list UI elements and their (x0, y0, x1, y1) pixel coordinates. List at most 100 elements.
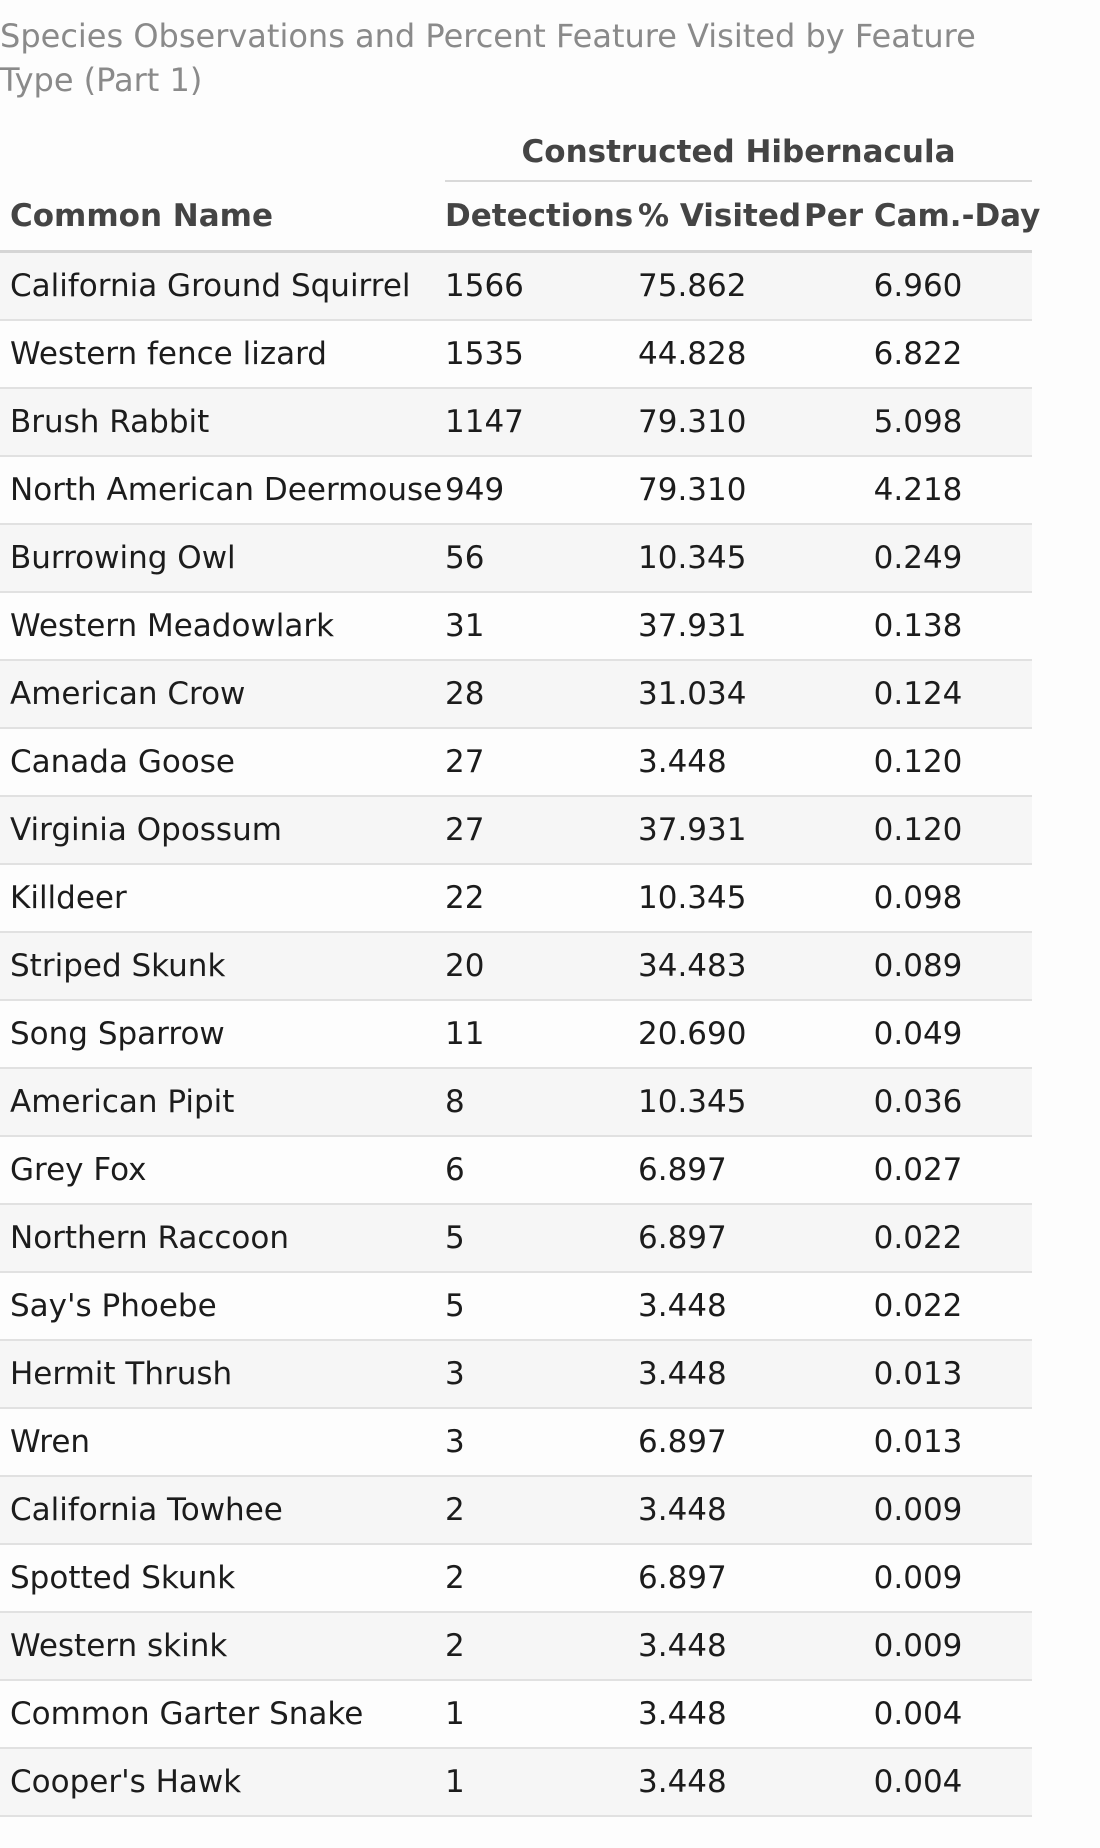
per-cam-day-cell: 0.124 (804, 660, 1033, 729)
spanner-label: Constructed Hibernacula (521, 134, 956, 170)
percent-visited-cell: 79.310 (638, 456, 804, 525)
percent-visited-cell: 10.345 (638, 524, 804, 593)
per-cam-day-cell: 0.120 (804, 796, 1033, 865)
per-cam-day-cell: 0.004 (804, 1748, 1033, 1817)
per-cam-day-cell: 0.249 (804, 524, 1033, 593)
detections-cell: 2 (445, 1476, 638, 1545)
detections-cell: 3 (445, 1408, 638, 1477)
species-name-cell: Killdeer (0, 864, 445, 933)
species-name-cell: American Crow (0, 660, 445, 729)
per-cam-day-cell: 6.960 (804, 251, 1033, 321)
species-name-cell: Brush Rabbit (0, 388, 445, 457)
species-name-cell: Cooper's Hawk (0, 1748, 445, 1817)
table-row: Western Meadowlark 31 37.931 0.138 (0, 592, 1033, 661)
percent-visited-cell: 3.448 (638, 1748, 804, 1817)
table-row: Spotted Skunk 2 6.897 0.009 (0, 1544, 1033, 1613)
species-table: Constructed Hibernacula Common Name Dete… (0, 130, 1040, 1817)
table-row: Striped Skunk 20 34.483 0.089 (0, 932, 1033, 1001)
detections-cell: 5 (445, 1272, 638, 1341)
table-body: California Ground Squirrel 1566 75.862 6.96… (0, 251, 1033, 1817)
spanner-header-row: Constructed Hibernacula (0, 130, 1033, 182)
table-row: Cooper's Hawk 1 3.448 0.004 (0, 1748, 1033, 1817)
species-name-cell: Canada Goose (0, 728, 445, 797)
detections-cell: 2 (445, 1612, 638, 1681)
species-name-cell: American Pipit (0, 1068, 445, 1137)
per-cam-day-cell: 0.120 (804, 728, 1033, 797)
table-row: Western fence lizard 1535 44.828 6.822 (0, 320, 1033, 389)
percent-visited-cell: 3.448 (638, 1680, 804, 1749)
detections-cell: 27 (445, 728, 638, 797)
species-name-cell: Western Meadowlark (0, 592, 445, 661)
detections-cell: 56 (445, 524, 638, 593)
detections-cell: 949 (445, 456, 638, 525)
per-cam-day-cell: 0.013 (804, 1340, 1033, 1409)
table-row: Canada Goose 27 3.448 0.120 (0, 728, 1033, 797)
species-name-cell: Say's Phoebe (0, 1272, 445, 1341)
detections-cell: 8 (445, 1068, 638, 1137)
table-row: Song Sparrow 11 20.690 0.049 (0, 1000, 1033, 1069)
table-row: Western skink 2 3.448 0.009 (0, 1612, 1033, 1681)
species-name-cell: Western fence lizard (0, 320, 445, 389)
detections-cell: 31 (445, 592, 638, 661)
percent-visited-cell: 34.483 (638, 932, 804, 1001)
table-row: California Ground Squirrel 1566 75.862 6.96… (0, 251, 1033, 321)
column-header-row: Common Name Detections % Visited Per Cam… (0, 181, 1040, 253)
table-row: Common Garter Snake 1 3.448 0.004 (0, 1680, 1033, 1749)
per-cam-day-cell: 0.009 (804, 1612, 1033, 1681)
table-row: Northern Raccoon 5 6.897 0.022 (0, 1204, 1033, 1273)
spanner-blank (0, 130, 445, 181)
detections-cell: 1147 (445, 388, 638, 457)
percent-visited-cell: 6.897 (638, 1408, 804, 1477)
per-cam-day-cell: 0.009 (804, 1476, 1033, 1545)
per-cam-day-cell: 4.218 (804, 456, 1033, 525)
percent-visited-cell: 10.345 (638, 1068, 804, 1137)
column-header-common-name: Common Name (0, 181, 445, 253)
column-header-per-cam-day: Per Cam.-Day (804, 181, 1040, 253)
species-name-cell: Common Garter Snake (0, 1680, 445, 1749)
percent-visited-cell: 3.448 (638, 1612, 804, 1681)
species-name-cell: Hermit Thrush (0, 1340, 445, 1409)
species-name-cell: Song Sparrow (0, 1000, 445, 1069)
percent-visited-cell: 6.897 (638, 1204, 804, 1273)
detections-cell: 20 (445, 932, 638, 1001)
species-name-cell: Northern Raccoon (0, 1204, 445, 1273)
detections-cell: 1535 (445, 320, 638, 389)
species-name-cell: Burrowing Owl (0, 524, 445, 593)
percent-visited-cell: 75.862 (638, 251, 804, 321)
detections-cell: 2 (445, 1544, 638, 1613)
species-name-cell: Striped Skunk (0, 932, 445, 1001)
per-cam-day-cell: 0.089 (804, 932, 1033, 1001)
percent-visited-cell: 3.448 (638, 1272, 804, 1341)
species-name-cell: Grey Fox (0, 1136, 445, 1205)
table-row: Hermit Thrush 3 3.448 0.013 (0, 1340, 1033, 1409)
table-row: Say's Phoebe 5 3.448 0.022 (0, 1272, 1033, 1341)
table-row: Burrowing Owl 56 10.345 0.249 (0, 524, 1033, 593)
detections-cell: 1 (445, 1680, 638, 1749)
detections-cell: 3 (445, 1340, 638, 1409)
column-header-visited: % Visited (638, 181, 804, 253)
table-row: California Towhee 2 3.448 0.009 (0, 1476, 1033, 1545)
detections-cell: 22 (445, 864, 638, 933)
detections-cell: 27 (445, 796, 638, 865)
percent-visited-cell: 3.448 (638, 1340, 804, 1409)
species-name-cell: North American Deermouse (0, 456, 445, 525)
percent-visited-cell: 10.345 (638, 864, 804, 933)
detections-cell: 1 (445, 1748, 638, 1817)
per-cam-day-cell: 0.098 (804, 864, 1033, 933)
table-row: Virginia Opossum 27 37.931 0.120 (0, 796, 1033, 865)
table-row: Killdeer 22 10.345 0.098 (0, 864, 1033, 933)
species-name-cell: Wren (0, 1408, 445, 1477)
percent-visited-cell: 31.034 (638, 660, 804, 729)
species-name-cell: Virginia Opossum (0, 796, 445, 865)
per-cam-day-cell: 0.036 (804, 1068, 1033, 1137)
percent-visited-cell: 6.897 (638, 1544, 804, 1613)
column-header-detections: Detections (445, 181, 638, 253)
percent-visited-cell: 44.828 (638, 320, 804, 389)
per-cam-day-cell: 0.138 (804, 592, 1033, 661)
per-cam-day-cell: 0.004 (804, 1680, 1033, 1749)
table-row: American Crow 28 31.034 0.124 (0, 660, 1033, 729)
table-caption: Species Observations and Percent Feature… (0, 17, 976, 99)
percent-visited-cell: 3.448 (638, 728, 804, 797)
spanner-header: Constructed Hibernacula (445, 130, 1033, 182)
table-row: American Pipit 8 10.345 0.036 (0, 1068, 1033, 1137)
